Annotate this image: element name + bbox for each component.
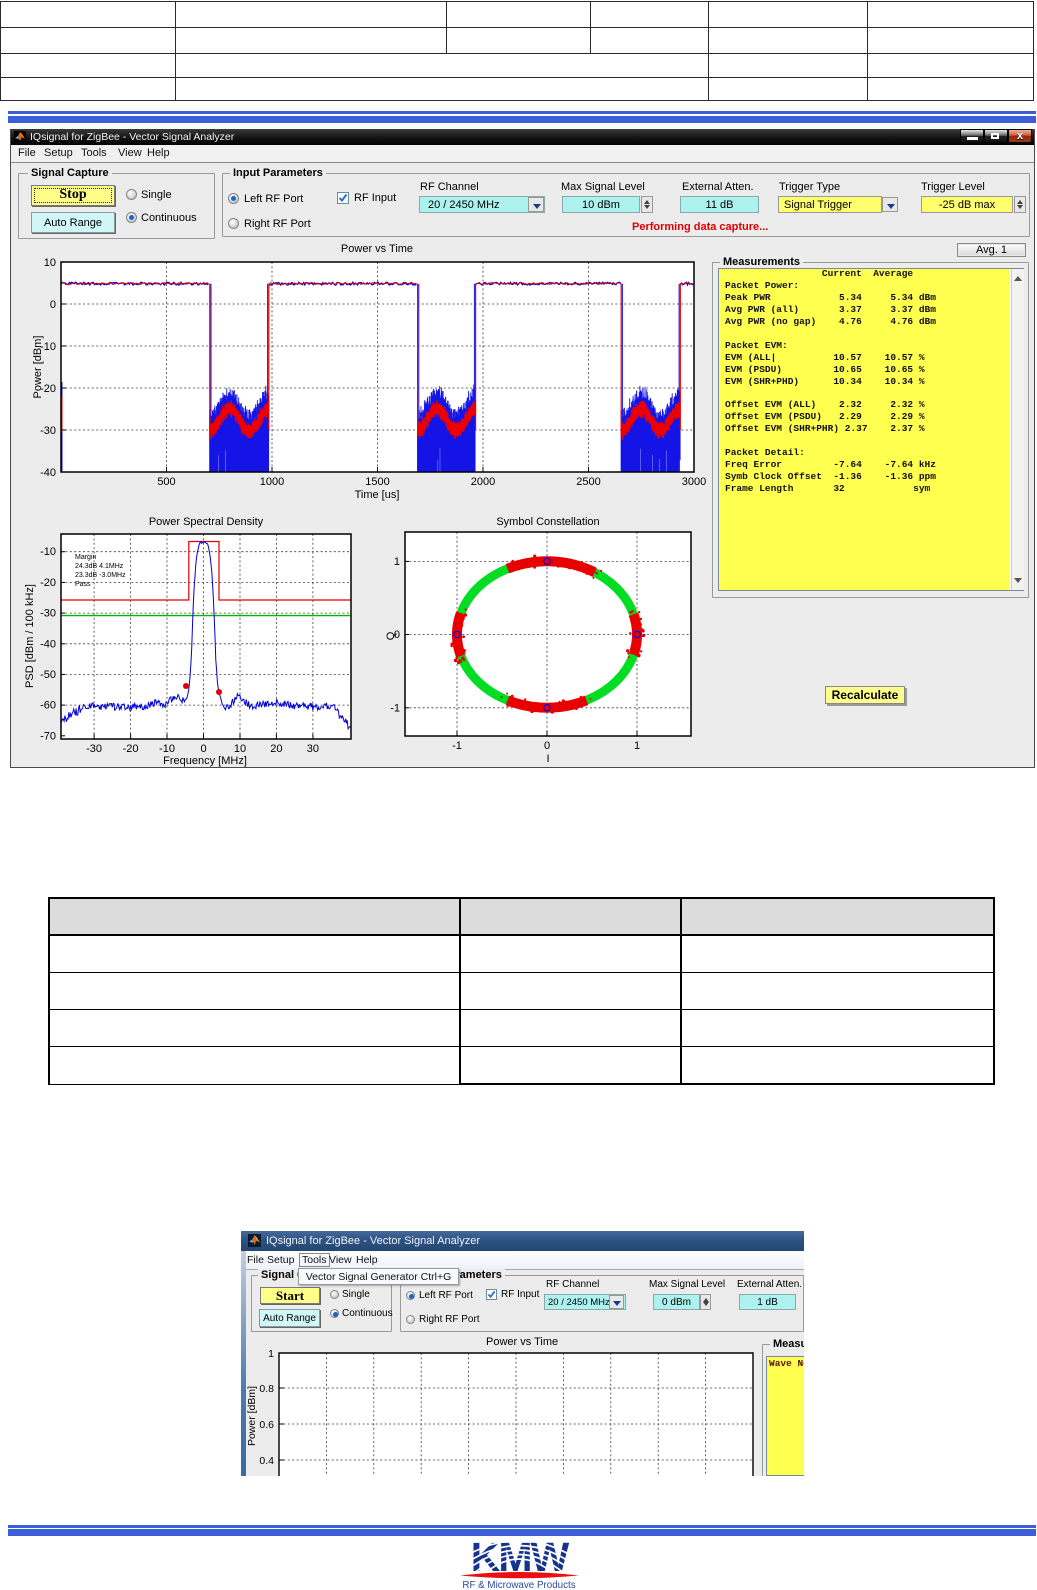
svg-text:PSD [dBm / 100 kHz]: PSD [dBm / 100 kHz] xyxy=(24,584,36,688)
svg-text:Margin: Margin xyxy=(75,554,97,561)
svg-text:I: I xyxy=(546,753,549,765)
svg-text:10: 10 xyxy=(234,743,246,755)
svg-text:0: 0 xyxy=(544,740,550,752)
svg-text:-20: -20 xyxy=(40,383,56,395)
svg-text:-10: -10 xyxy=(40,341,56,353)
svg-text:0.4: 0.4 xyxy=(259,1455,274,1467)
svg-text:-70: -70 xyxy=(40,730,56,742)
svg-text:-1: -1 xyxy=(452,740,462,752)
svg-text:0.6: 0.6 xyxy=(259,1419,274,1431)
svg-text:-60: -60 xyxy=(40,700,56,712)
svg-text:-20: -20 xyxy=(40,577,56,589)
svg-text:10: 10 xyxy=(44,257,56,269)
svg-text:20: 20 xyxy=(270,743,282,755)
svg-text:500: 500 xyxy=(157,476,175,488)
svg-text:24.3dB 4.1MHz: 24.3dB 4.1MHz xyxy=(75,563,124,570)
svg-text:-20: -20 xyxy=(123,743,139,755)
svg-text:Power [dBm]: Power [dBm] xyxy=(246,1386,258,1446)
svg-text:30: 30 xyxy=(307,743,319,755)
svg-text:1500: 1500 xyxy=(365,476,389,488)
svg-text:Time [us]: Time [us] xyxy=(355,489,400,501)
svg-text:Q: Q xyxy=(385,631,397,640)
svg-text:2000: 2000 xyxy=(471,476,495,488)
svg-text:3000: 3000 xyxy=(682,476,706,488)
svg-text:-10: -10 xyxy=(40,546,56,558)
svg-text:1: 1 xyxy=(634,740,640,752)
svg-text:0: 0 xyxy=(200,743,206,755)
svg-text:23.3dB -3.0MHz: 23.3dB -3.0MHz xyxy=(75,572,126,579)
svg-text:1000: 1000 xyxy=(260,476,284,488)
svg-text:0: 0 xyxy=(50,299,56,311)
svg-text:Power [dBm]: Power [dBm] xyxy=(32,336,44,399)
svg-text:-1: -1 xyxy=(390,702,400,714)
svg-text:Frequency [MHz]: Frequency [MHz] xyxy=(163,755,247,767)
svg-text:-40: -40 xyxy=(40,638,56,650)
svg-text:Power Spectral Density: Power Spectral Density xyxy=(149,516,264,528)
svg-text:Symbol Constellation: Symbol Constellation xyxy=(496,516,599,528)
svg-text:1: 1 xyxy=(268,1348,274,1360)
svg-text:-30: -30 xyxy=(40,608,56,620)
svg-text:-30: -30 xyxy=(86,743,102,755)
svg-text:Pass: Pass xyxy=(75,581,91,588)
svg-text:-10: -10 xyxy=(159,743,175,755)
svg-text:1: 1 xyxy=(394,556,400,568)
svg-text:2500: 2500 xyxy=(576,476,600,488)
svg-text:0: 0 xyxy=(394,629,400,641)
svg-text:RF & Microwave Products: RF & Microwave Products xyxy=(462,1580,575,1590)
svg-text:-40: -40 xyxy=(40,467,56,479)
svg-text:-30: -30 xyxy=(40,425,56,437)
svg-text:Power vs Time: Power vs Time xyxy=(341,243,413,255)
svg-text:0.8: 0.8 xyxy=(259,1383,274,1395)
svg-text:-50: -50 xyxy=(40,669,56,681)
